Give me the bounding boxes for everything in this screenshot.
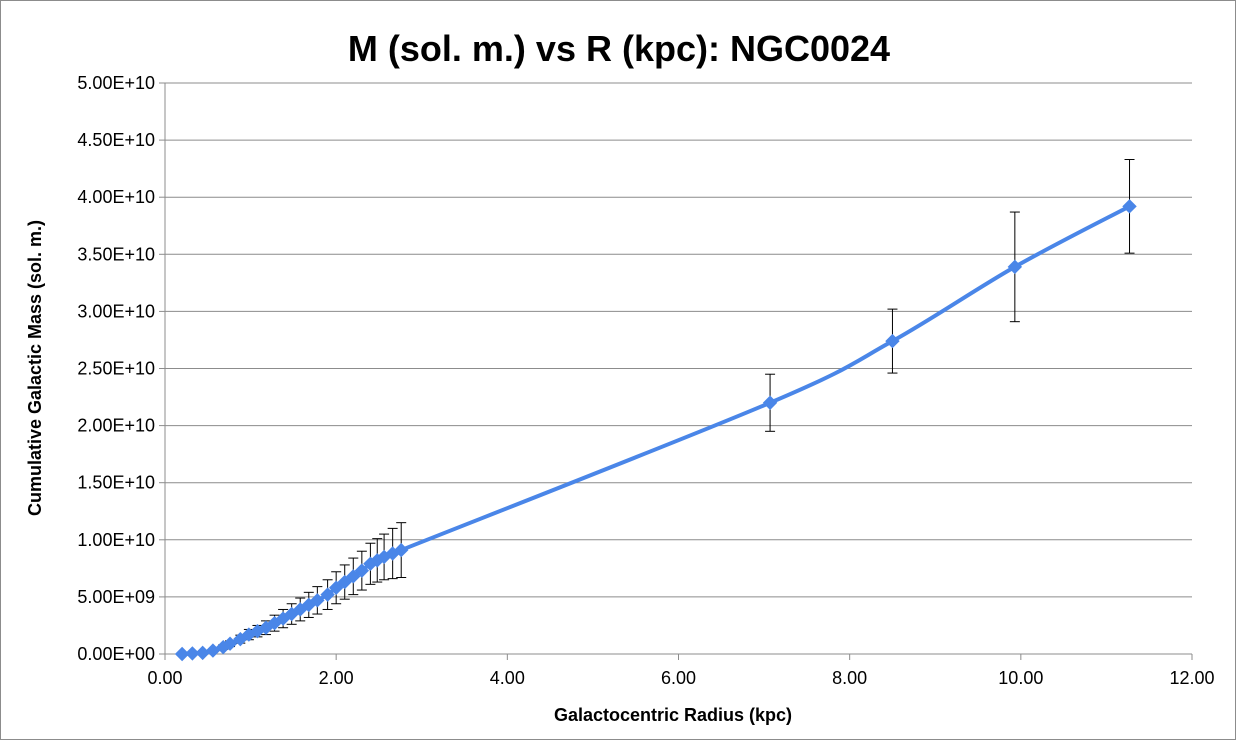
x-tick-label: 10.00 (998, 668, 1043, 688)
x-tick-label: 6.00 (661, 668, 696, 688)
x-tick-label: 8.00 (832, 668, 867, 688)
y-tick-label: 0.00E+00 (77, 644, 155, 664)
gridlines (165, 83, 1192, 597)
series-line-path (182, 206, 1129, 654)
error-bars (187, 160, 1134, 654)
x-tick-label: 2.00 (319, 668, 354, 688)
y-tick-label: 2.00E+10 (77, 416, 155, 436)
x-tick-label: 12.00 (1169, 668, 1214, 688)
y-tick-label: 4.00E+10 (77, 187, 155, 207)
x-tick-label: 4.00 (490, 668, 525, 688)
x-tick-label: 0.00 (147, 668, 182, 688)
y-tick-label: 1.50E+10 (77, 473, 155, 493)
axes (159, 83, 1192, 660)
y-tick-label: 4.50E+10 (77, 130, 155, 150)
data-points (176, 200, 1136, 661)
y-tick-label: 1.00E+10 (77, 530, 155, 550)
y-tick-label: 3.00E+10 (77, 301, 155, 321)
y-tick-label: 2.50E+10 (77, 359, 155, 379)
y-tick-labels: 0.00E+00 5.00E+09 1.00E+10 1.50E+10 2.00E+10… (77, 73, 155, 664)
y-tick-label: 5.00E+10 (77, 73, 155, 93)
x-tick-labels: 0.00 2.00 4.00 6.00 8.00 10.00 12.00 (147, 668, 1214, 688)
x-axis-title: Galactocentric Radius (kpc) (554, 705, 792, 725)
series-line (182, 206, 1129, 654)
y-tick-label: 5.00E+09 (77, 587, 155, 607)
y-axis-title: Cumulative Galactic Mass (sol. m.) (25, 220, 45, 516)
y-tick-label: 3.50E+10 (77, 244, 155, 264)
chart-title: M (sol. m.) vs R (kpc): NGC0024 (348, 28, 890, 69)
data-point (764, 396, 777, 409)
data-point (196, 646, 209, 659)
